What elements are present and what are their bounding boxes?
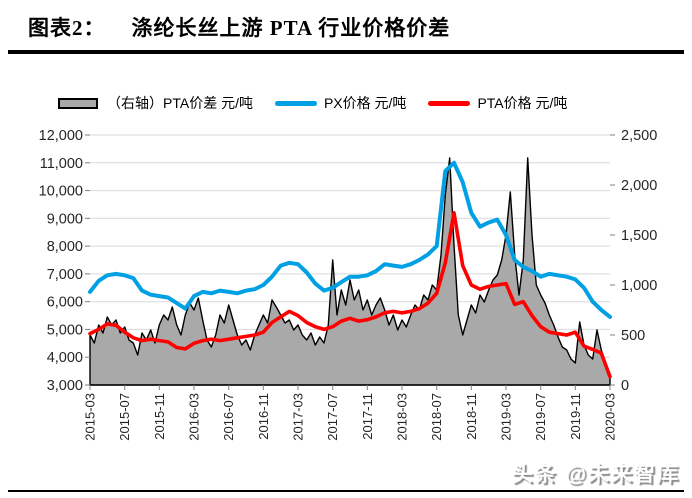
svg-text:6,000: 6,000 [47,295,83,311]
svg-text:2,500: 2,500 [621,128,657,144]
svg-text:11,000: 11,000 [40,156,83,172]
legend-label-px-price: PX价格 元/吨 [323,95,407,111]
series-plot [88,157,612,386]
figure-title: 图表2： 涤纶长丝上游 PTA 行业价格价差 [28,12,450,42]
figure-title-text: 涤纶长丝上游 PTA 行业价格价差 [131,16,451,40]
px-price-line [88,160,612,319]
svg-text:3,000: 3,000 [47,378,83,394]
svg-text:0: 0 [621,378,629,394]
watermark: 头条 @未来智库 [511,463,680,486]
svg-text:2017-11: 2017-11 [360,393,375,440]
svg-text:2015-03: 2015-03 [83,393,98,441]
svg-text:2015-11: 2015-11 [152,393,167,440]
svg-text:2018-07: 2018-07 [429,393,444,441]
svg-text:2016-07: 2016-07 [221,393,236,441]
svg-text:1,500: 1,500 [621,228,657,244]
svg-text:7,000: 7,000 [47,267,83,283]
right-axis-labels: 2,500 2,000 1,500 1,000 500 0 [610,128,657,394]
svg-text:12,000: 12,000 [39,128,83,144]
pta-spread-area [89,157,611,386]
title-divider-rule [8,50,684,54]
svg-text:500: 500 [621,328,645,344]
svg-text:4,000: 4,000 [47,350,83,366]
svg-text:2019-07: 2019-07 [533,393,548,441]
legend-item-pta-price: PTA价格 元/吨 [428,93,567,113]
svg-text:2015-07: 2015-07 [117,393,132,441]
svg-text:9,000: 9,000 [47,211,83,227]
chart-legend: （右轴）PTA价差 元/吨 PX价格 元/吨 PTA价格 元/吨 [58,93,567,113]
svg-text:2020-03: 2020-03 [603,393,618,441]
svg-text:2,000: 2,000 [621,178,657,194]
svg-text:2016-03: 2016-03 [187,393,202,441]
svg-text:8,000: 8,000 [47,239,83,255]
bottom-border-rule [8,490,684,492]
legend-item-pta-spread: （右轴）PTA价差 元/吨 [58,93,253,113]
figure-number-label: 图表2： [28,16,106,40]
svg-text:5,000: 5,000 [47,322,83,338]
blue-line-swatch-icon [274,100,317,106]
svg-text:1,000: 1,000 [621,278,657,294]
legend-item-px-price: PX价格 元/吨 [274,93,407,113]
legend-label-pta-price: PTA价格 元/吨 [477,95,568,111]
legend-label-pta-spread: （右轴）PTA价差 元/吨 [107,95,253,111]
svg-text:2019-03: 2019-03 [499,393,514,441]
pta-price-line [88,211,612,379]
svg-text:2018-03: 2018-03 [395,393,410,441]
x-axis-labels: 2015-03 2015-07 2015-11 2016-03 2016-07 2016-… [83,385,618,441]
area-swatch-icon [58,97,98,109]
svg-text:2019-11: 2019-11 [568,393,583,440]
left-axis-labels: 12,000 11,000 10,000 9,000 8,000 7,000 6,000 5,… [39,128,90,394]
svg-text:10,000: 10,000 [39,184,83,200]
svg-text:2016-11: 2016-11 [256,393,271,440]
red-line-swatch-icon [428,100,471,106]
svg-text:2017-07: 2017-07 [325,393,340,441]
svg-text:2018-11: 2018-11 [464,393,479,440]
svg-text:2017-03: 2017-03 [291,393,306,441]
